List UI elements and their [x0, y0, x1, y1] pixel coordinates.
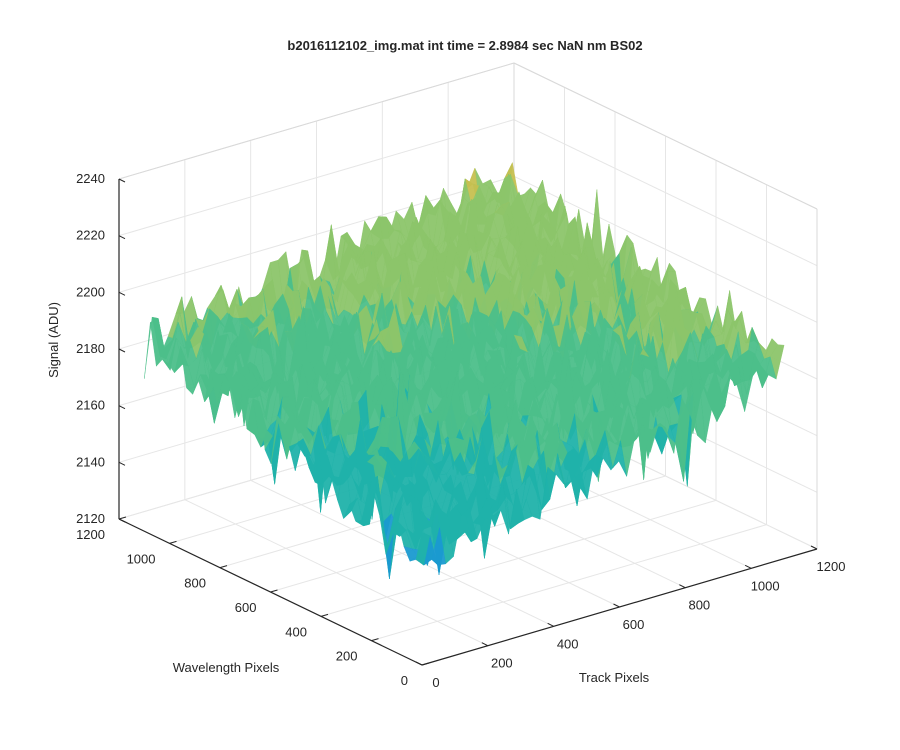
x-tick-label: 600: [623, 617, 645, 632]
y-tick: [270, 589, 278, 593]
grid-line: [118, 119, 515, 237]
tick-labels: 2120 2140 2160 2180 2200 2220 2240 0 200 400 600 80…: [76, 171, 845, 690]
y-tick-label: 600: [235, 600, 257, 615]
y-tick: [169, 540, 177, 544]
x-tick: [415, 661, 423, 666]
x-axis-label: Track Pixels: [579, 670, 650, 685]
z-axis-label: Signal (ADU): [46, 302, 61, 378]
x-tick-label: 1000: [751, 578, 780, 593]
x-tick: [481, 642, 489, 647]
z-tick-label: 2240: [76, 171, 105, 186]
y-tick-label: 0: [401, 673, 408, 688]
x-tick: [810, 545, 818, 550]
x-tick-label: 800: [688, 598, 710, 613]
z-tick-label: 2220: [76, 228, 105, 243]
z-tick-label: 2120: [76, 511, 105, 526]
y-tick-label: 800: [184, 576, 206, 591]
x-tick-label: 400: [557, 636, 579, 651]
x-tick-label: 0: [432, 675, 439, 690]
y-tick: [371, 638, 379, 642]
grid-line: [513, 175, 818, 323]
y-tick: [320, 613, 329, 617]
tick-marks: [118, 178, 818, 666]
y-axis-label: Wavelength Pixels: [173, 660, 280, 675]
z-tick-label: 2160: [76, 398, 105, 413]
y-tick: [421, 662, 430, 666]
x-tick: [547, 622, 554, 627]
y-tick-label: 400: [285, 624, 307, 639]
y-tick: [118, 516, 127, 520]
grid-line: [320, 499, 717, 617]
z-tick-label: 2180: [76, 341, 105, 356]
grid-line: [371, 524, 767, 642]
z-tick: [118, 348, 126, 353]
y-tick-label: 1000: [127, 551, 156, 566]
y-tick: [219, 565, 228, 569]
z-tick: [118, 178, 126, 183]
box-edge: [118, 62, 515, 180]
x-tick: [613, 603, 620, 608]
grid-line: [118, 175, 515, 293]
x-tick: [679, 584, 686, 589]
z-tick: [118, 518, 126, 523]
z-tick: [118, 405, 126, 410]
z-tick: [118, 235, 126, 240]
z-tick: [118, 461, 126, 466]
x-tick: [744, 564, 752, 569]
surface-patch: [415, 531, 431, 566]
z-tick: [118, 291, 126, 296]
chart-title: b2016112102_img.mat int time = 2.8984 se…: [287, 38, 642, 53]
x-tick-label: 200: [491, 656, 513, 671]
y-tick-label: 1200: [76, 527, 105, 542]
surface-plot: [144, 162, 785, 579]
box-edge: [513, 62, 818, 210]
y-tick-label: 200: [336, 649, 358, 664]
x-tick-label: 1200: [817, 559, 846, 574]
z-tick-label: 2200: [76, 284, 105, 299]
grid-line: [513, 119, 818, 267]
z-tick-label: 2140: [76, 454, 105, 469]
